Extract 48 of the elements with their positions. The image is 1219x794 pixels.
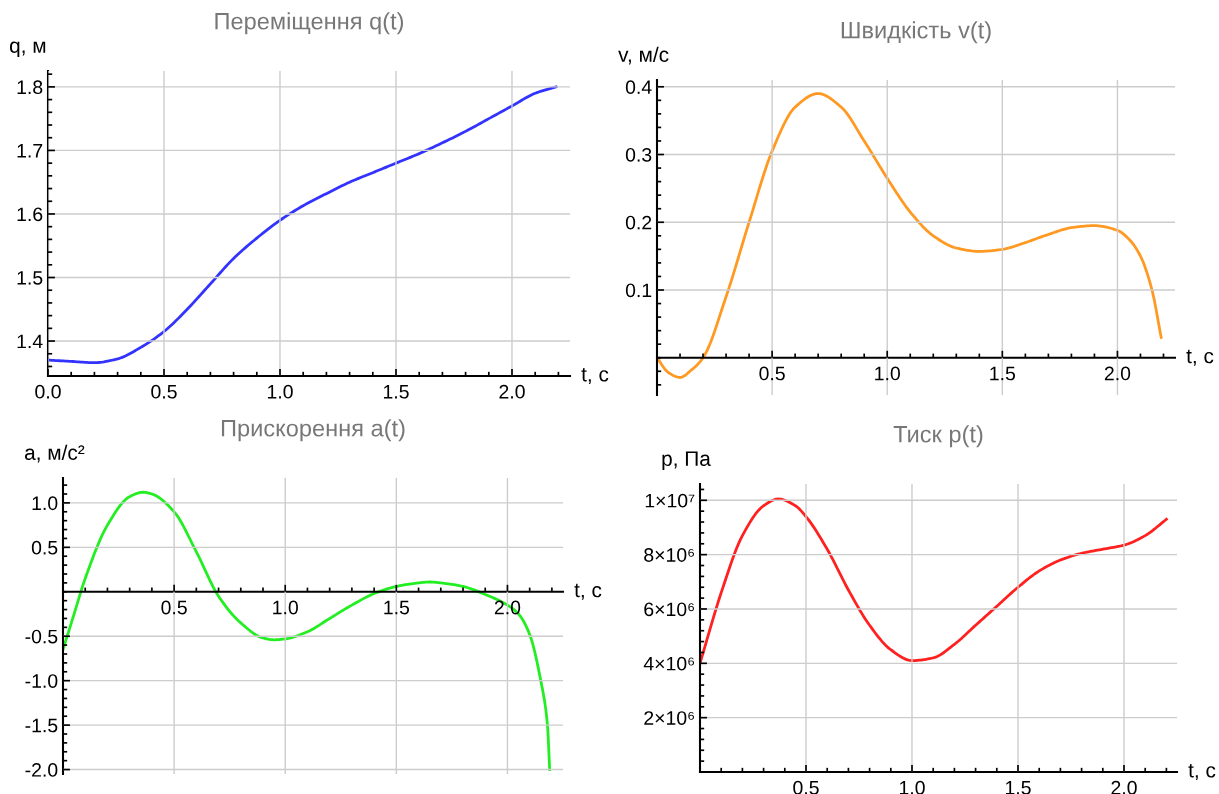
y-axis-title: v, м/с <box>618 46 669 65</box>
x-axis-title: t, с <box>574 583 602 600</box>
y-tick-label: 1.7 <box>17 144 43 158</box>
y-tick-label: 0.5 <box>31 540 58 555</box>
y-tick-label: 1.4 <box>17 334 43 349</box>
y-tick-label: 1.6 <box>17 207 43 222</box>
y-tick-label: 4×10⁶ <box>643 656 694 671</box>
y-tick-label: 1.8 <box>17 80 43 95</box>
chart-title: Прискорення a(t) <box>221 419 405 442</box>
x-tick-label: 2.0 <box>499 384 525 399</box>
y-tick-label: -1.5 <box>25 718 58 733</box>
x-tick-label: 1.5 <box>383 385 409 399</box>
y-tick-label: -2.0 <box>25 763 58 777</box>
x-tick-label: 0.5 <box>151 384 177 399</box>
y-tick-label: 1.5 <box>17 271 43 285</box>
x-tick-label: 1.5 <box>1005 781 1031 794</box>
y-tick-label: 1×10⁷ <box>645 493 695 508</box>
y-tick-label: 0.1 <box>625 283 652 298</box>
y-tick-label: -1.0 <box>25 674 58 688</box>
y-tick-label: 0.3 <box>625 147 652 162</box>
y-tick-label: 1.0 <box>32 496 58 511</box>
y-axis-title: q, м <box>9 41 46 58</box>
y-tick-label: 0.2 <box>625 215 652 230</box>
x-tick-label: 0.5 <box>161 600 187 615</box>
x-tick-label: 1.5 <box>384 600 410 615</box>
y-axis-title: a, м/с² <box>25 444 85 463</box>
chart-title: Тиск p(t) <box>893 425 983 448</box>
y-tick-label: 8×10⁶ <box>644 548 694 562</box>
x-tick-label: 1.0 <box>899 780 925 794</box>
chart-title: Швидкість v(t) <box>841 21 991 44</box>
x-tick-label: 0.5 <box>793 780 819 794</box>
y-tick-label: 6×10⁶ <box>644 602 694 617</box>
x-tick-label: 0.0 <box>35 384 61 399</box>
x-tick-label: 2.0 <box>1104 366 1131 381</box>
x-tick-label: 1.0 <box>267 384 293 399</box>
y-tick-label: 0.4 <box>625 80 652 95</box>
y-tick-label: -0.5 <box>25 629 58 644</box>
x-tick-label: 1.5 <box>990 366 1016 381</box>
x-tick-label: 0.5 <box>759 366 785 381</box>
x-axis-title: t, с <box>1188 763 1216 781</box>
y-tick-label: 2×10⁶ <box>644 711 694 725</box>
x-axis-title: t, с <box>581 367 609 385</box>
x-axis-title: t, с <box>1186 349 1214 366</box>
x-tick-label: 1.0 <box>875 366 900 381</box>
x-tick-label: 1.0 <box>273 600 298 615</box>
x-tick-label: 2.0 <box>1111 780 1137 794</box>
chart-title: Переміщення q(t) <box>215 12 404 35</box>
y-axis-title: p, Па <box>662 451 711 471</box>
